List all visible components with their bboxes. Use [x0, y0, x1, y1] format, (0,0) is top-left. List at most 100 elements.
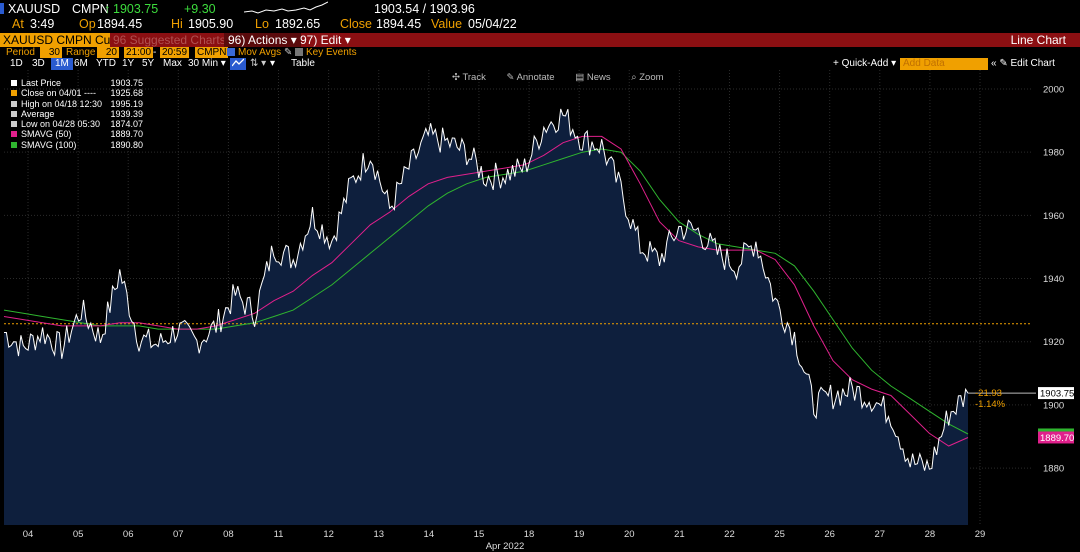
tf-6m[interactable]: 6M	[74, 58, 88, 69]
y-tick-label: 1960	[1043, 211, 1064, 222]
range-input[interactable]: 20	[97, 47, 119, 58]
legend-swatch	[11, 131, 17, 138]
legend-value: 1889.70	[110, 129, 143, 140]
legend-item[interactable]: Close on 04/01 ---- 1925.68	[7, 88, 143, 98]
smavg50-line	[3, 135, 969, 447]
news-tool[interactable]: ▤ News	[575, 72, 611, 83]
mov-avgs-toggle[interactable]: Mov Avgs ✎	[227, 47, 292, 58]
chevron-down-icon[interactable]: ▾	[270, 58, 276, 69]
legend-item[interactable]: SMAVG (100) 1890.80	[7, 140, 143, 150]
range-label: Range	[66, 47, 96, 58]
price-line	[4, 108, 969, 471]
legend-item[interactable]: Last Price 1903.75	[7, 78, 143, 88]
sparkline-icon	[244, 1, 328, 14]
symbol[interactable]: XAUUSD	[8, 2, 61, 16]
x-tick-label: 27	[875, 529, 886, 540]
price-tag-box	[1038, 387, 1074, 400]
track-tool[interactable]: ✣ Track	[452, 72, 486, 83]
legend-label: SMAVG (50)	[21, 129, 72, 140]
legend-item[interactable]: Average 1939.39	[7, 109, 143, 119]
suggested-charts-button[interactable]: 96 Suggested Charts	[113, 33, 226, 47]
ohlc-row: At 3:49 Op 1894.45 Hi 1905.90 Lo 1892.65…	[0, 17, 1080, 33]
x-tick-label: 28	[925, 529, 936, 540]
start-time-input[interactable]: 21:00	[124, 47, 154, 58]
key-events-toggle[interactable]: Key Events	[295, 47, 357, 58]
up-arrow-icon: ↑	[104, 2, 111, 16]
quick-add-button[interactable]: + Quick-Add ▾	[833, 58, 897, 69]
x-tick-label: 21	[674, 529, 685, 540]
zoom-tool[interactable]: ⌕ Zoom	[631, 72, 664, 83]
checkbox-checked-icon	[227, 48, 235, 56]
legend-item[interactable]: High on 04/18 12:30 1995.19	[7, 99, 143, 109]
y-tick-label: 1880	[1043, 464, 1064, 475]
chevron-down-icon: ▾	[220, 58, 226, 69]
period-input[interactable]: 30	[40, 47, 62, 58]
x-tick-label: 22	[724, 529, 735, 540]
x-tick-label: 26	[824, 529, 835, 540]
legend-item[interactable]: SMAVG (50) 1889.70	[7, 129, 143, 139]
x-tick-label: 20	[624, 529, 635, 540]
legend-value: 1939.39	[110, 108, 143, 119]
legend-swatch	[11, 110, 17, 117]
legend-value: 1925.68	[110, 88, 143, 99]
high-label: Hi	[171, 17, 183, 31]
tf-1d[interactable]: 1D	[10, 58, 23, 69]
smavg50-tag-box	[1038, 431, 1074, 444]
legend-swatch	[11, 141, 17, 148]
x-tick-label: 08	[223, 529, 234, 540]
last-price: 1903.75	[113, 2, 159, 16]
ticker-input[interactable]: XAUUSD CMPN Curncy	[0, 33, 110, 47]
value-label: Value	[431, 17, 463, 31]
timeframe-bar: 1D 3D 1M 6M YTD 1Y 5Y Max 30 Min ▾ ⇅ ▾ ▾…	[0, 58, 1080, 70]
x-tick-label: 14	[424, 529, 435, 540]
legend-label: Close on 04/01 ----	[21, 88, 97, 99]
tf-max[interactable]: Max	[163, 58, 182, 69]
tf-1y[interactable]: 1Y	[122, 58, 135, 69]
x-tick-label: 25	[774, 529, 785, 540]
legend-item[interactable]: Low on 04/28 05:30 1874.07	[7, 119, 143, 129]
security-marker	[0, 3, 4, 14]
add-data-input[interactable]: Add Data	[900, 58, 988, 70]
line-style-icon[interactable]	[230, 58, 246, 70]
bar-style-select[interactable]: ⇅ ▾	[250, 58, 267, 69]
pricing-source: CMPN	[72, 2, 109, 16]
zoom-label: Zoom	[639, 72, 664, 83]
time-label: At	[12, 17, 24, 31]
smavg-tag: 1889.70	[1040, 433, 1074, 444]
actions-menu[interactable]: 96) Actions ▾	[224, 33, 301, 47]
x-tick-label: 29	[975, 529, 986, 540]
smavg100-tag-box	[1038, 428, 1074, 432]
change-pct: -1.14%	[975, 399, 1006, 410]
close-label: Close	[340, 17, 372, 31]
close-value: 1894.45	[376, 17, 422, 31]
key-events-label: Key Events	[306, 47, 357, 58]
bid-ask: 1903.54 / 1903.96	[374, 2, 475, 16]
table-button[interactable]: Table	[291, 58, 315, 69]
tf-1m[interactable]: 1M	[51, 58, 73, 70]
pencil-icon[interactable]: ✎	[283, 47, 293, 58]
legend-label: Last Price	[21, 78, 62, 88]
interval-select[interactable]: 30 Min ▾	[188, 58, 226, 70]
y-tick-label: 1980	[1043, 148, 1064, 159]
edit-chart-button[interactable]: « ✎ Edit Chart	[991, 58, 1055, 69]
edit-menu[interactable]: 97) Edit ▾	[300, 33, 351, 47]
tf-5y[interactable]: 5Y	[142, 58, 155, 69]
tf-ytd[interactable]: YTD	[96, 58, 116, 69]
chart-legend: Last Price 1903.75 Close on 04/01 ---- 1925…	[7, 78, 143, 150]
annotate-tool[interactable]: ✎ Annotate	[506, 72, 555, 83]
x-tick-label: 07	[173, 529, 184, 540]
legend-label: SMAVG (100)	[21, 139, 77, 150]
x-month-label: Apr 2022	[486, 541, 525, 552]
smavg100-line	[3, 148, 969, 435]
x-tick-label: 04	[23, 529, 34, 540]
mov-avgs-label: Mov Avgs	[238, 47, 282, 58]
end-time-input[interactable]: 20:59	[160, 47, 190, 58]
legend-value: 1874.07	[110, 119, 143, 130]
annotate-label: Annotate	[516, 72, 555, 83]
y-tick-label: 1920	[1043, 337, 1064, 348]
tf-3d[interactable]: 3D	[32, 58, 45, 69]
chart-toolbar: ✣ Track ✎ Annotate ▤ News ⌕ Zoom	[452, 72, 682, 83]
legend-swatch	[11, 100, 17, 107]
source-input[interactable]: CMPN	[195, 47, 229, 58]
